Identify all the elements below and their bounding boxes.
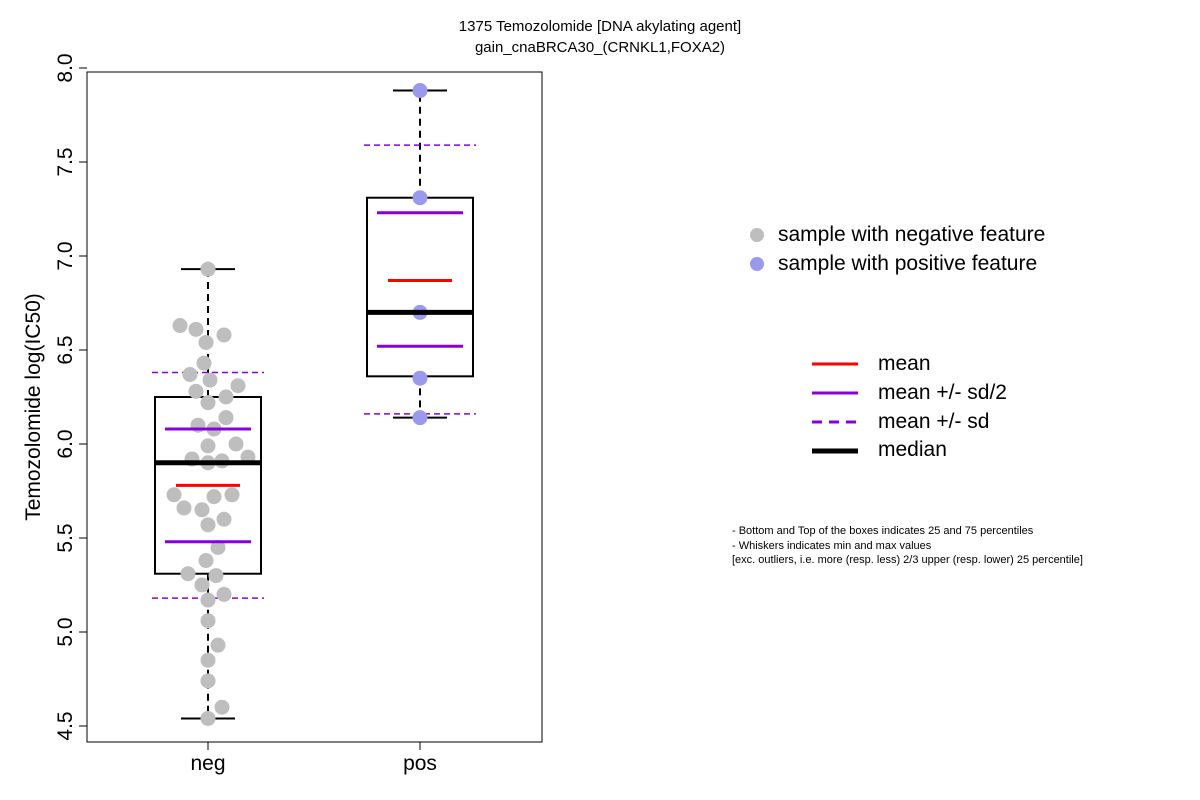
note-line-2: - Whiskers indicates min and max values — [732, 540, 932, 552]
legend-label-negative: sample with negative feature — [778, 223, 1046, 246]
data-point — [218, 410, 234, 426]
data-point — [200, 613, 216, 629]
data-point — [194, 577, 210, 593]
note-line-3: [exc. outliers, i.e. more (resp. less) 2… — [732, 554, 1083, 566]
data-point — [216, 511, 232, 527]
data-point — [412, 190, 428, 206]
data-point — [188, 321, 204, 337]
data-point — [412, 83, 428, 99]
data-point — [206, 489, 222, 505]
iqr-box — [366, 196, 474, 378]
legend-point-marker — [750, 257, 764, 271]
y-tick-label: 7.0 — [54, 241, 77, 270]
legend-label-positive: sample with positive feature — [778, 252, 1038, 275]
y-tick-label: 6.5 — [54, 335, 77, 364]
data-point — [180, 566, 196, 582]
y-tick-label: 6.0 — [54, 429, 77, 458]
y-tick-label: 8.0 — [54, 53, 77, 82]
group-neg — [152, 261, 264, 726]
data-point — [188, 383, 204, 399]
data-point — [196, 355, 212, 371]
data-point — [202, 372, 218, 388]
data-point — [210, 637, 226, 653]
data-point — [216, 327, 232, 343]
y-tick-label: 7.5 — [54, 147, 77, 176]
data-point — [200, 395, 216, 411]
data-point — [412, 410, 428, 426]
legend-point-marker — [750, 228, 764, 242]
data-point — [210, 539, 226, 555]
data-point — [200, 652, 216, 668]
data-point — [208, 568, 224, 584]
note-line-1: - Bottom and Top of the boxes indicates … — [732, 525, 1034, 537]
data-point — [200, 261, 216, 277]
data-point — [214, 699, 230, 715]
y-tick-label: 5.0 — [54, 617, 77, 646]
chart-title-line2: gain_cnaBRCA30_(CRNKL1,FOXA2) — [474, 39, 726, 56]
y-tick-label: 4.5 — [54, 711, 77, 740]
data-point — [228, 436, 244, 452]
data-point — [216, 586, 232, 602]
data-point — [200, 438, 216, 454]
data-point — [200, 673, 216, 689]
data-point — [218, 389, 234, 405]
data-point — [194, 502, 210, 518]
chart-title-line1: 1375 Temozolomide [DNA akylating agent] — [458, 18, 742, 35]
group-pos — [364, 83, 476, 426]
legend-label-median: median — [878, 438, 947, 461]
plot-frame — [86, 71, 543, 743]
data-point — [176, 500, 192, 516]
data-point — [198, 553, 214, 569]
data-point — [224, 487, 240, 503]
x-tick-label: pos — [403, 752, 437, 775]
data-point — [200, 592, 216, 608]
data-point — [200, 710, 216, 726]
x-tick-label: neg — [190, 752, 225, 775]
data-point — [166, 487, 182, 503]
data-point — [182, 366, 198, 382]
data-point — [200, 517, 216, 533]
data-point — [198, 334, 214, 350]
legend-label-mean: mean — [878, 352, 931, 375]
legend-label-mean-half-sd: mean +/- sd/2 — [878, 381, 1007, 404]
data-point — [230, 378, 246, 394]
legend-label-mean-sd: mean +/- sd — [878, 410, 990, 433]
y-axis-label: Temozolomide log(IC50) — [22, 293, 45, 521]
y-tick-label: 5.5 — [54, 523, 77, 552]
data-point — [172, 318, 188, 334]
data-point — [412, 370, 428, 386]
